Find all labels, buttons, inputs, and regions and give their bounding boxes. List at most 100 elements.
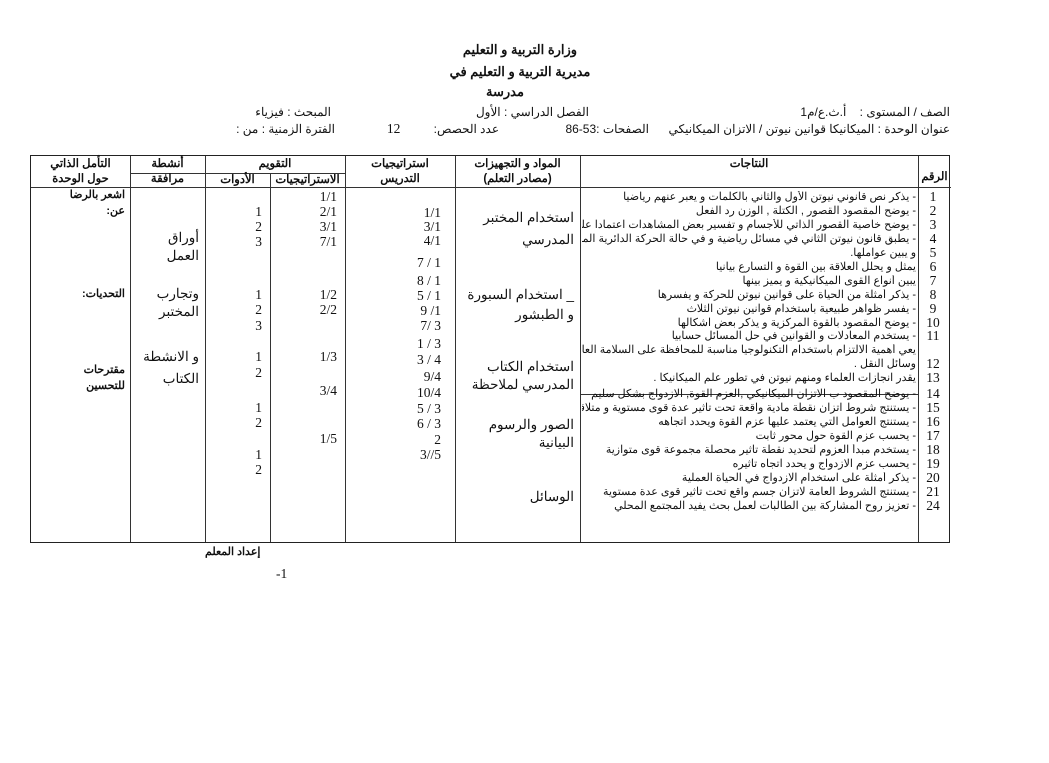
outcome-text: - يستخدم المعادلات و القوانين في حل المس… bbox=[671, 330, 916, 342]
activity-item: أوراق bbox=[167, 230, 199, 245]
unit-title-field: عنوان الوحدة : الميكانيكا قوانين نيوتن /… bbox=[668, 122, 950, 136]
eval-tool: 3 bbox=[255, 234, 262, 249]
prepared-by-label: إعداد المعلم bbox=[205, 546, 261, 558]
outcome-text: - يوضح المقصود ب الاتزان الميكانيكي ,الع… bbox=[591, 388, 916, 400]
periods-field: عدد الحصص: 12 bbox=[386, 121, 499, 137]
outcome-number: 16 bbox=[926, 414, 940, 429]
period-range-field: الفترة الزمنية : من : bbox=[236, 122, 335, 136]
outcome-text: - يوضح المقصود بالقوة المركزية و يذكر بع… bbox=[677, 317, 916, 329]
outcome-number: 17 bbox=[926, 428, 940, 443]
material-item: الصور والرسوم bbox=[488, 417, 574, 432]
eval-strategy: 2/1 bbox=[319, 204, 337, 219]
teaching-strategy: 8 / 1 bbox=[416, 273, 441, 288]
subject-field: المبحث : فيزياء bbox=[255, 105, 331, 119]
outcome-number: 9 bbox=[929, 301, 937, 316]
outcome-number: 20 bbox=[926, 470, 940, 485]
outcome-text: - تعزيز روح المشاركة بين الطالبات لعمل ب… bbox=[614, 500, 916, 512]
eval-tool: 1 bbox=[255, 447, 262, 462]
grade-value: أ.ث.ع/م1 bbox=[800, 105, 847, 119]
material-item: استخدام الكتاب bbox=[486, 359, 574, 374]
outcome-number: 2 bbox=[929, 203, 937, 218]
eval-tool: 2 bbox=[255, 219, 262, 234]
teaching-strategy: 9/4 bbox=[423, 369, 441, 384]
material-item: المدرسي لملاحظة bbox=[471, 377, 574, 392]
outcome-number: 5 bbox=[929, 245, 937, 260]
outcome-text: - يوضح خاصية القصور الذاتي للأجسام و تفس… bbox=[582, 219, 916, 231]
outcome-text: يعي أهمية الالتزام باستخدام التكنولوجيا … bbox=[582, 344, 916, 356]
outcome-text: - يستنتج العوامل التي يعتمد عليها عزم ال… bbox=[658, 416, 916, 428]
outcome-number: 19 bbox=[926, 456, 940, 471]
outcome-text: - يفسر ظواهر طبيعية باستخدام قوانين نيوت… bbox=[686, 303, 916, 315]
eval-strategy: 1/5 bbox=[319, 431, 337, 446]
header-eval-tools: الأدوات bbox=[220, 174, 255, 186]
header-activities: أنشطة مرافقة bbox=[150, 158, 185, 185]
teaching-strategy: 7 / 1 bbox=[416, 255, 441, 270]
teaching-strategy: 3//5 bbox=[419, 447, 441, 462]
teaching-strategy: 3/1 bbox=[423, 219, 441, 234]
teaching-strategy: 9 /1 bbox=[420, 303, 441, 318]
header-eval-strategies: الاستراتيجيات bbox=[275, 174, 340, 186]
outcome-text: - يطبق قانون نيوتن الثاني في مسائل رياضي… bbox=[582, 233, 916, 245]
teaching-strategy: 1 / 3 bbox=[416, 336, 441, 351]
grade-field: الصف / المستوى : أ.ث.ع/م1 bbox=[800, 105, 950, 119]
eval-strategy: 3/1 bbox=[319, 219, 337, 234]
teaching-strategy: 6 / 3 bbox=[416, 416, 441, 431]
material-item: استخدام المختبر bbox=[483, 210, 574, 225]
outcome-number: 1 bbox=[929, 189, 937, 204]
eval-strategy: 1/3 bbox=[319, 349, 337, 364]
outcome-text: - يحسب عزم القوة حول محور ثابت bbox=[755, 430, 916, 442]
outcome-text: - يستنتج شروط اتزان نقطة مادية واقعة تحت… bbox=[582, 402, 916, 414]
outcome-text: - يوضح المقصود القصور , الكتلة , الوزن ر… bbox=[695, 205, 916, 217]
reflection-item: مقترحات bbox=[83, 364, 125, 376]
unit-plan-table: الرقم النتاجات المواد و التجهيزات (مصادر … bbox=[30, 155, 951, 543]
directorate-title: مديرية التربية و التعليم في bbox=[449, 64, 591, 79]
teaching-strategy: 5 / 1 bbox=[416, 288, 441, 303]
outcome-text: يقدر انجازات العلماء ومنهم نيوتن في تطور… bbox=[653, 372, 916, 384]
eval-tool: 1 bbox=[255, 287, 262, 302]
reflection-item: التحديات: bbox=[81, 288, 125, 300]
eval-tool: 2 bbox=[255, 365, 262, 380]
outcome-number: 8 bbox=[929, 287, 937, 302]
outcome-number: 4 bbox=[929, 231, 937, 246]
header-number: الرقم bbox=[921, 171, 948, 183]
outcome-text: - يستنتج الشروط العامة لاتزان جسم واقع ت… bbox=[603, 486, 916, 498]
reflection-item: للتحسين bbox=[86, 380, 125, 392]
outcome-text: - يستخدم مبدأ العزوم لتحديد نقطة تأثير م… bbox=[605, 444, 916, 456]
outcome-number: 12 bbox=[926, 356, 940, 371]
header-evaluation: التقويم bbox=[258, 158, 292, 170]
material-item: و الطبشور bbox=[515, 307, 574, 322]
header-reflection: التأمل الذاتي حول الوحدة bbox=[50, 158, 111, 185]
teaching-strategy: 7/ 3 bbox=[420, 318, 441, 333]
eval-strategy: 1/2 bbox=[319, 287, 337, 302]
eval-tool: 1 bbox=[255, 349, 262, 364]
outcome-number: 21 bbox=[926, 484, 940, 499]
eval-tool: 2 bbox=[255, 462, 262, 477]
outcome-number: 14 bbox=[926, 386, 940, 401]
outcome-text: يبين أنواع القوى الميكانيكية و يميز بينه… bbox=[742, 275, 916, 287]
outcome-number: 7 bbox=[929, 273, 937, 288]
eval-strategy: 2/2 bbox=[319, 302, 337, 317]
grade-label: الصف / المستوى : bbox=[859, 105, 950, 119]
eval-strategy: 1/1 bbox=[319, 189, 337, 204]
outcome-text: وسائل النقل . bbox=[853, 358, 916, 370]
outcome-number: 18 bbox=[926, 442, 940, 457]
eval-tool: 3 bbox=[255, 318, 262, 333]
material-item: المدرسي bbox=[522, 232, 574, 247]
reflection-item: اشعر بالرضا bbox=[69, 189, 125, 201]
activity-item: الكتاب bbox=[162, 371, 199, 386]
page-number: -1 bbox=[276, 566, 288, 581]
outcome-text: - يحسب عزم الازدواج و يحدد اتجاه تأثيره bbox=[732, 458, 916, 470]
outcome-number: 13 bbox=[926, 370, 940, 385]
eval-tool: 1 bbox=[255, 400, 262, 415]
periods-value: 12 bbox=[386, 121, 401, 136]
teaching-strategy: 10/4 bbox=[416, 385, 441, 400]
periods-label: عدد الحصص: bbox=[433, 122, 499, 136]
header-materials: المواد و التجهيزات (مصادر التعلم) bbox=[474, 158, 561, 185]
school-title: مدرسة bbox=[486, 84, 524, 99]
activity-item: المختبر bbox=[159, 304, 199, 319]
eval-strategy: 7/1 bbox=[319, 234, 337, 249]
outcome-text: يمثل و يحلل العلاقة بين القوة و التسارع … bbox=[715, 261, 916, 273]
material-item: _ استخدام السبورة bbox=[467, 287, 574, 302]
eval-tool: 2 bbox=[255, 302, 262, 317]
outcome-number: 11 bbox=[926, 328, 940, 343]
